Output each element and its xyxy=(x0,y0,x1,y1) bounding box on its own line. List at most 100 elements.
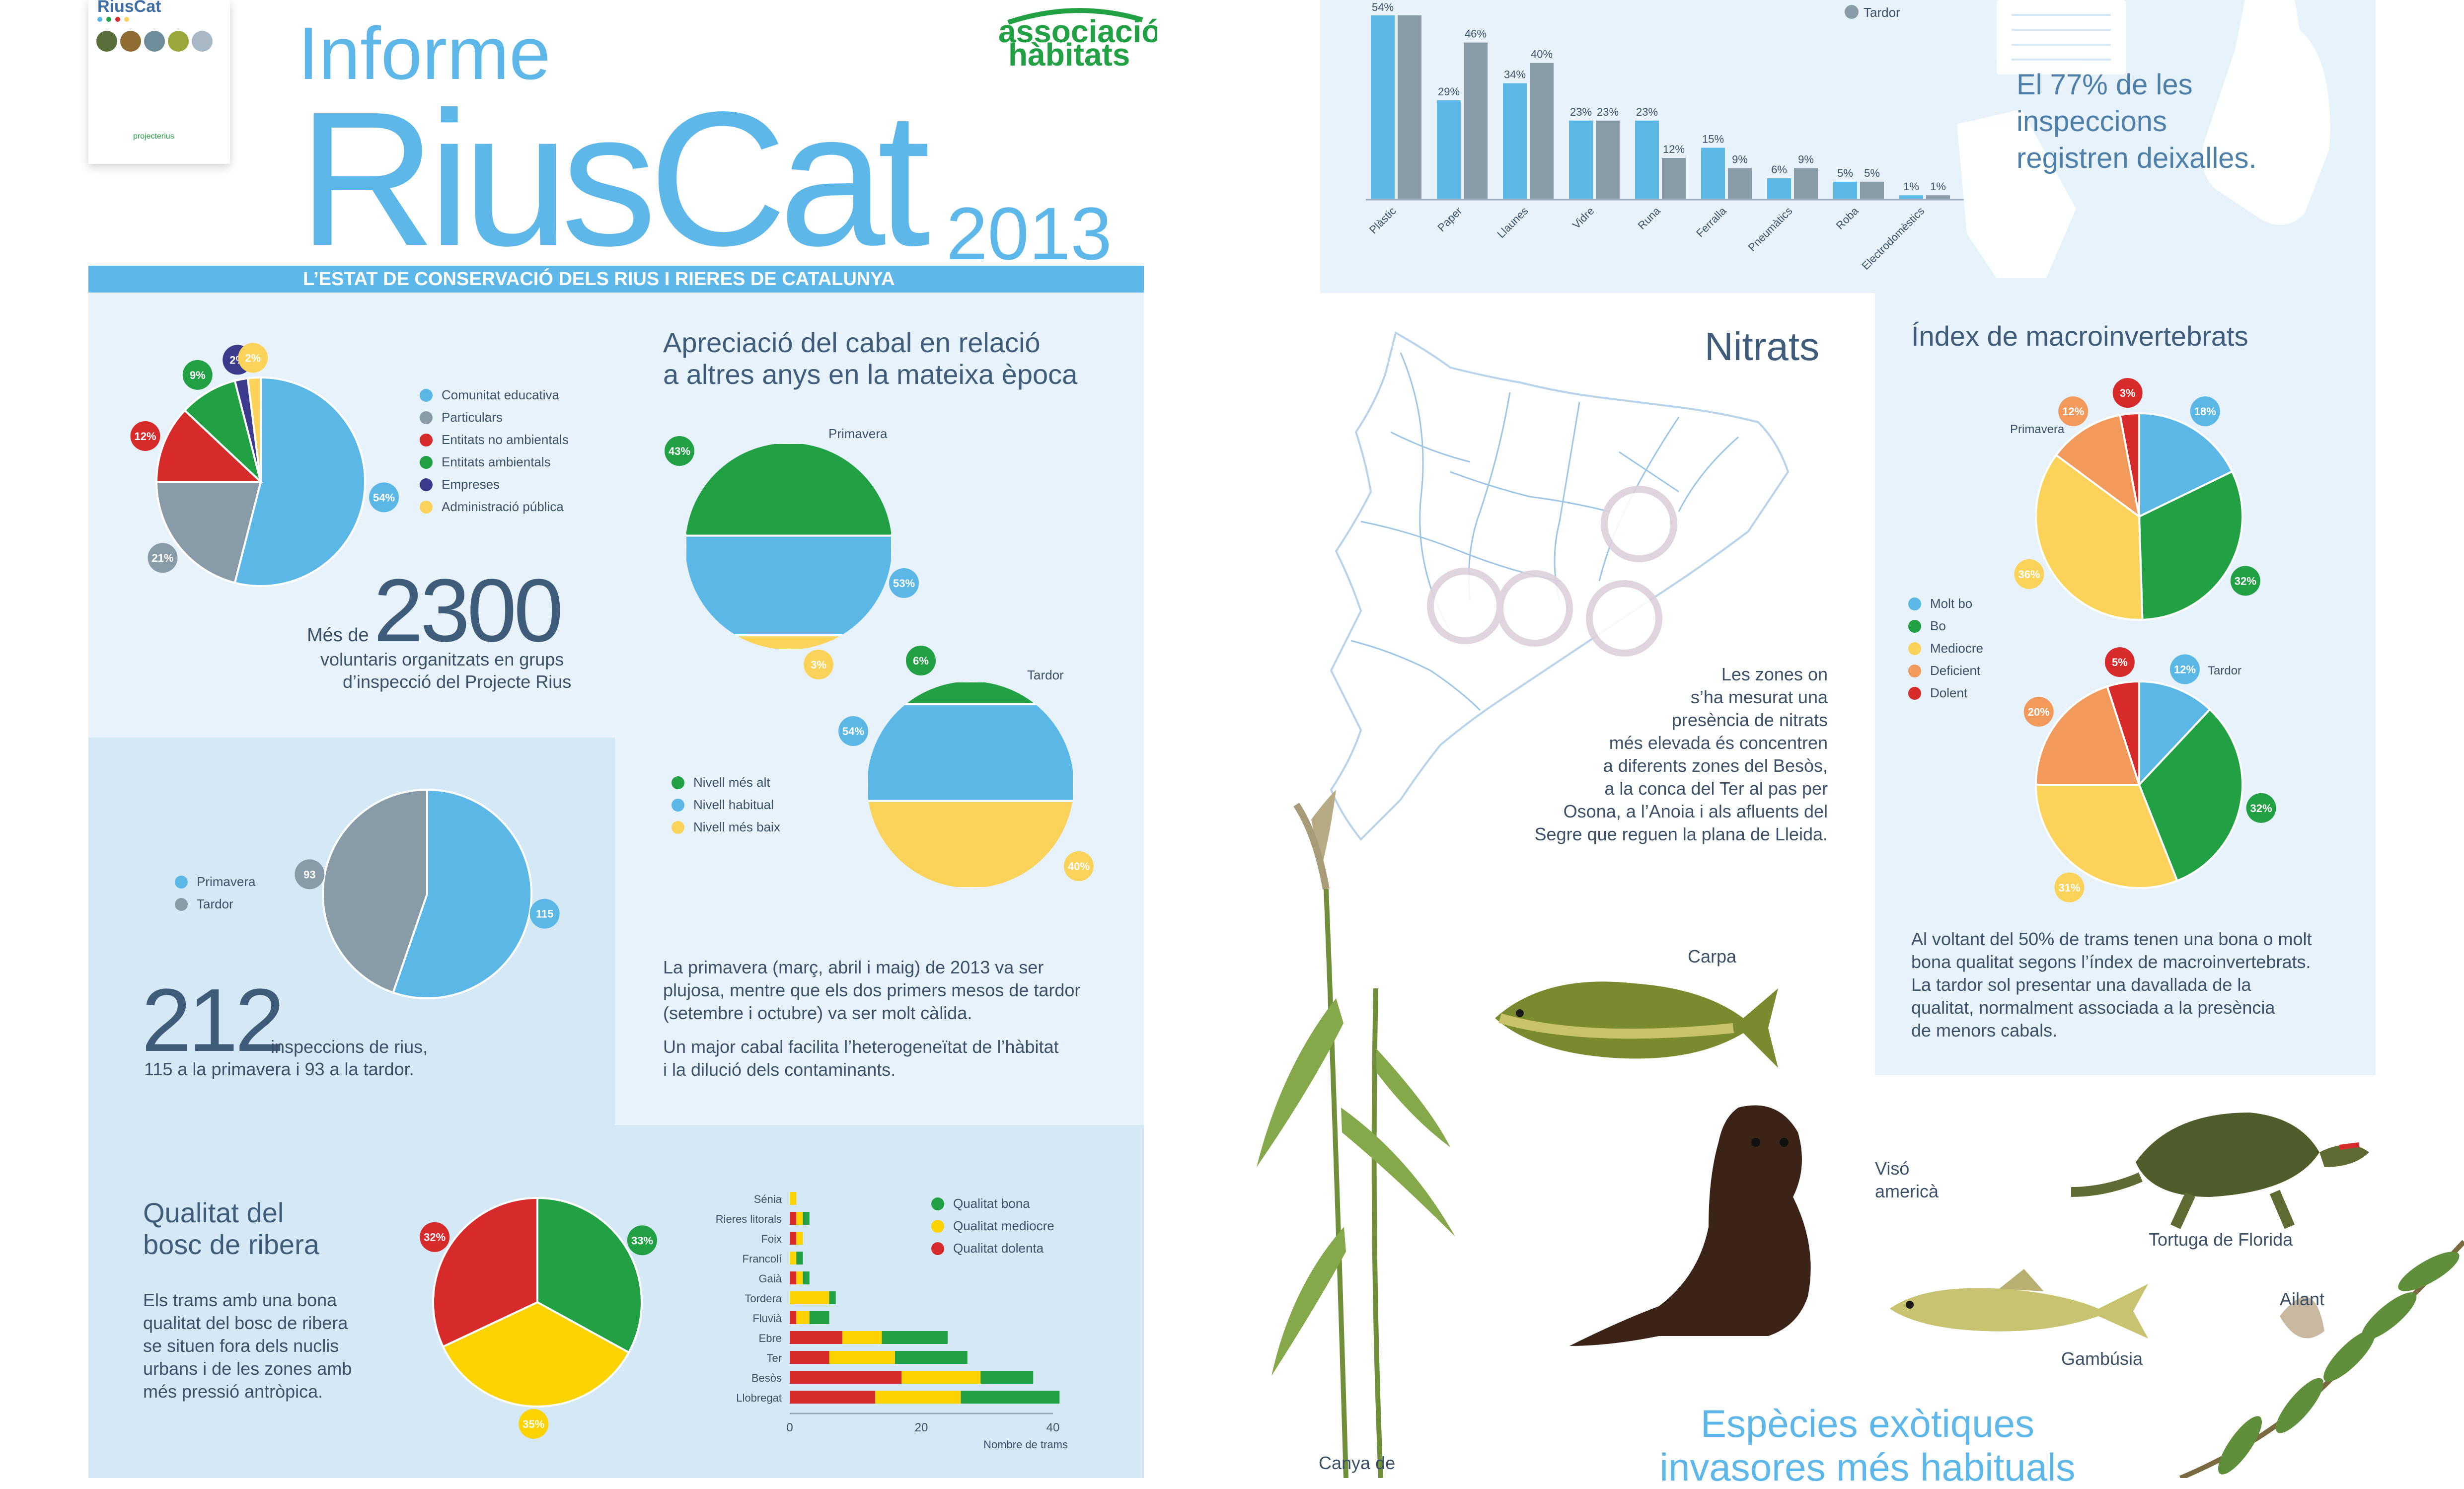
tick-label: Pneumàtics xyxy=(1746,205,1795,254)
bar xyxy=(1860,181,1884,199)
pie-slice xyxy=(233,376,366,587)
legend-item: Nivell més baix xyxy=(672,819,780,835)
bar xyxy=(790,1311,797,1324)
bar xyxy=(1437,100,1461,199)
data-label-badge xyxy=(420,1222,450,1252)
nitrat-zone-circle xyxy=(1601,486,1677,562)
ribera-l1: Els trams amb una bona xyxy=(143,1290,337,1310)
bar xyxy=(790,1291,829,1304)
bar xyxy=(803,1212,810,1225)
pie-slice xyxy=(432,1196,539,1348)
waste-line2: inspeccions xyxy=(2016,105,2167,138)
cover-dots xyxy=(97,17,129,22)
label-canya: Canya de xyxy=(1319,1453,1396,1473)
tick-label: Plàstic xyxy=(1367,205,1398,236)
legend-label: Entitats ambientals xyxy=(442,454,551,469)
bar xyxy=(790,1371,902,1384)
waste-line1: El 77% de les xyxy=(2016,69,2193,101)
data-label-badge xyxy=(182,360,213,390)
nitrats-l4: més elevada és concentren xyxy=(1609,733,1828,753)
data-label: 6% xyxy=(913,655,929,667)
trams-legend: Qualitat bona Qualitat mediocre Qualitat… xyxy=(931,1196,1054,1263)
pie-slice xyxy=(2138,470,2243,621)
ribera-text: Els trams amb una bona qualitat del bosc… xyxy=(143,1289,352,1403)
legend-label: Primavera xyxy=(197,874,256,889)
legend-item: Dolent xyxy=(1908,685,1983,701)
bar xyxy=(1371,15,1395,199)
label-carpa: Carpa xyxy=(1688,946,1737,967)
label-ailant: Ailant xyxy=(2280,1289,2325,1309)
legend-label: Dolent xyxy=(1930,685,1968,700)
cabal-pie-charts: 43% 53% 3% 6% 54% 40% Primavera Tardor xyxy=(665,426,1094,888)
data-label: 54% xyxy=(842,725,864,738)
species-title-l1: Espècies exòtiques xyxy=(1700,1402,2035,1445)
legend-label: Mediocre xyxy=(1930,641,1983,656)
bar xyxy=(1767,178,1791,199)
data-label: 3% xyxy=(2120,387,2136,399)
bar xyxy=(790,1212,797,1225)
data-label: 1% xyxy=(1930,180,1946,193)
carp-body xyxy=(1495,981,1778,1068)
reed-illustration xyxy=(1257,790,1455,1478)
data-label: 29% xyxy=(1438,85,1460,98)
tick-label: 40 xyxy=(1046,1421,1060,1434)
pie-slice xyxy=(442,1301,630,1408)
bar xyxy=(790,1271,797,1284)
legend-item: Qualitat mediocre xyxy=(931,1218,1054,1234)
tick-label: Besòs xyxy=(751,1372,782,1384)
bar xyxy=(1926,195,1950,199)
data-label-badge xyxy=(906,646,936,675)
label-viso: Visó americà xyxy=(1875,1157,1939,1203)
header-informe: Informe xyxy=(298,11,551,95)
data-label: 12% xyxy=(1663,143,1685,155)
macro-l2: bona qualitat segons l’índex de macroinv… xyxy=(1911,952,2311,972)
data-label: 1% xyxy=(1903,180,1919,193)
data-label-badge xyxy=(2023,697,2054,727)
bar xyxy=(796,1252,803,1265)
data-label: 23% xyxy=(1597,106,1619,118)
data-label: 54% xyxy=(373,491,395,504)
data-label-badge xyxy=(627,1225,657,1256)
legend-item: Molt bo xyxy=(1908,596,1983,611)
tick-label: Rieres litorals xyxy=(716,1213,782,1225)
can-icon xyxy=(1957,109,2076,278)
legend-item: Tardor xyxy=(175,896,255,912)
bar xyxy=(895,1351,968,1364)
data-label-badge xyxy=(295,859,325,890)
cover-title: RiusCat xyxy=(97,0,161,16)
header-subtitle: L’ESTAT DE CONSERVACIÓ DELS RIUS I RIERE… xyxy=(303,269,895,290)
data-label: 23% xyxy=(1636,106,1658,118)
tick-label: Foix xyxy=(761,1233,782,1245)
label-gambusia: Gambúsia xyxy=(2061,1348,2143,1369)
pie-slice xyxy=(2035,453,2144,621)
inspections-line2: 115 a la primavera i 93 a la tardor. xyxy=(144,1059,414,1079)
macro-l3: La tardor sol presentar una davallada de… xyxy=(1911,974,2251,995)
macro-text: Al voltant del 50% de trams tenen una bo… xyxy=(1911,928,2312,1042)
cabal-paragraph-2: Un major cabal facilita l’heterogeneïtat… xyxy=(663,1036,1058,1081)
data-label: 23% xyxy=(1570,106,1592,118)
tick-label: Sénia xyxy=(754,1193,782,1205)
macro-l5: de menors cabals. xyxy=(1911,1020,2058,1041)
bar xyxy=(829,1291,836,1304)
cabal-title-line2: a altres anys en la mateixa època xyxy=(663,359,1078,390)
data-label-badge xyxy=(130,421,160,451)
data-label-badge xyxy=(2170,654,2200,684)
species-title-l2: invasores més habituals xyxy=(1659,1445,2076,1489)
data-label: 9% xyxy=(1732,153,1748,166)
legend-label: Qualitat mediocre xyxy=(953,1218,1054,1233)
data-label: 5% xyxy=(1864,167,1880,179)
cabal-p2-l2: i la dilució dels contaminants. xyxy=(663,1059,896,1080)
data-label-badge xyxy=(529,898,560,929)
bar xyxy=(796,1271,803,1284)
macro-chart-name-tardor: Tardor xyxy=(2208,664,2241,677)
data-label: 2% xyxy=(245,352,261,364)
legend-label: Comunitat educativa xyxy=(442,387,560,402)
bar xyxy=(882,1331,948,1344)
label-viso-l2: americà xyxy=(1875,1181,1939,1201)
legend-item: Nivell habitual xyxy=(672,797,780,813)
bar xyxy=(1464,42,1488,199)
legend-label: Nivell més baix xyxy=(693,819,780,834)
x-axis-label: Nombre de trams xyxy=(983,1438,1068,1451)
logo-swoosh-icon xyxy=(1007,8,1143,25)
bar xyxy=(1503,83,1527,199)
